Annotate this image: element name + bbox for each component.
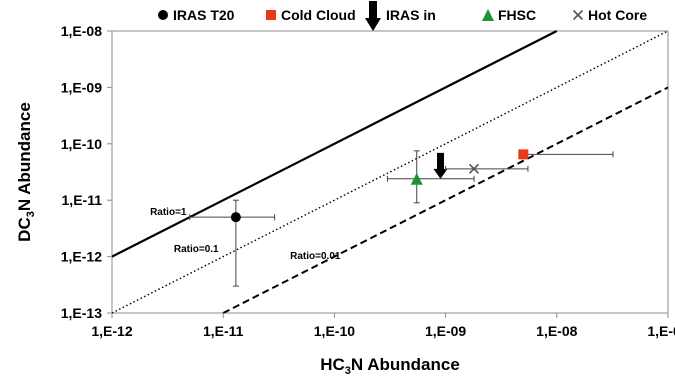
ratio-label: Ratio=0.01 [290,251,341,262]
series-hot-core [445,163,529,174]
y-tick-label: 1,E-08 [61,23,102,39]
legend-marker [572,9,584,21]
data-points [189,149,614,287]
ratio-labels: Ratio=1 Ratio=0.1 Ratio=0.01 [150,207,341,262]
y-tick-label: 1,E-13 [61,305,102,321]
legend-marker [266,10,276,20]
series-cold-cloud [518,149,614,160]
ratio-line [222,86,669,314]
legend-marker [482,9,494,21]
legend-marker [158,10,168,20]
ratio-line [111,30,669,314]
data-point [433,152,448,179]
legend: IRAS T20 Cold Cloud IRAS in FHSC Hot Core [158,1,647,31]
x-axis: 1,E-12 1,E-11 1,E-10 1,E-09 1,E-08 1,E-07 [91,313,675,339]
series-iras-in [433,152,448,179]
ratio-line [111,30,558,258]
y-axis: 1,E-13 1,E-12 1,E-11 1,E-10 1,E-09 1,E-08 [61,23,112,321]
legend-label: FHSC [498,7,536,23]
series-iras-t20 [189,199,276,287]
x-tick-label: 1,E-09 [425,323,466,339]
x-tick-label: 1,E-10 [314,323,355,339]
x-tick-label: 1,E-11 [203,323,244,339]
x-tick-label: 1,E-07 [647,323,675,339]
y-tick-label: 1,E-12 [61,249,102,265]
data-point [518,149,529,160]
ratio-lines [111,30,669,314]
series-fhsc [386,150,475,204]
y-axis-title: DC3N Abundance [15,102,37,242]
ratio-label: Ratio=0.1 [174,244,219,255]
data-point [230,212,241,223]
legend-label: Cold Cloud [281,7,356,23]
data-point [410,172,423,185]
y-tick-label: 1,E-09 [61,79,102,95]
legend-label: IRAS in [386,7,436,23]
legend-label: Hot Core [588,7,647,23]
x-tick-label: 1,E-08 [536,323,577,339]
x-tick-label: 1,E-12 [91,323,132,339]
x-axis-title: HC3N Abundance [320,355,460,376]
plot-area [111,30,669,314]
legend-label: IRAS T20 [173,7,235,23]
y-tick-label: 1,E-10 [61,136,102,152]
data-point [468,163,480,174]
ratio-label: Ratio=1 [150,207,187,218]
legend-marker [365,1,381,31]
y-tick-label: 1,E-11 [62,192,103,208]
